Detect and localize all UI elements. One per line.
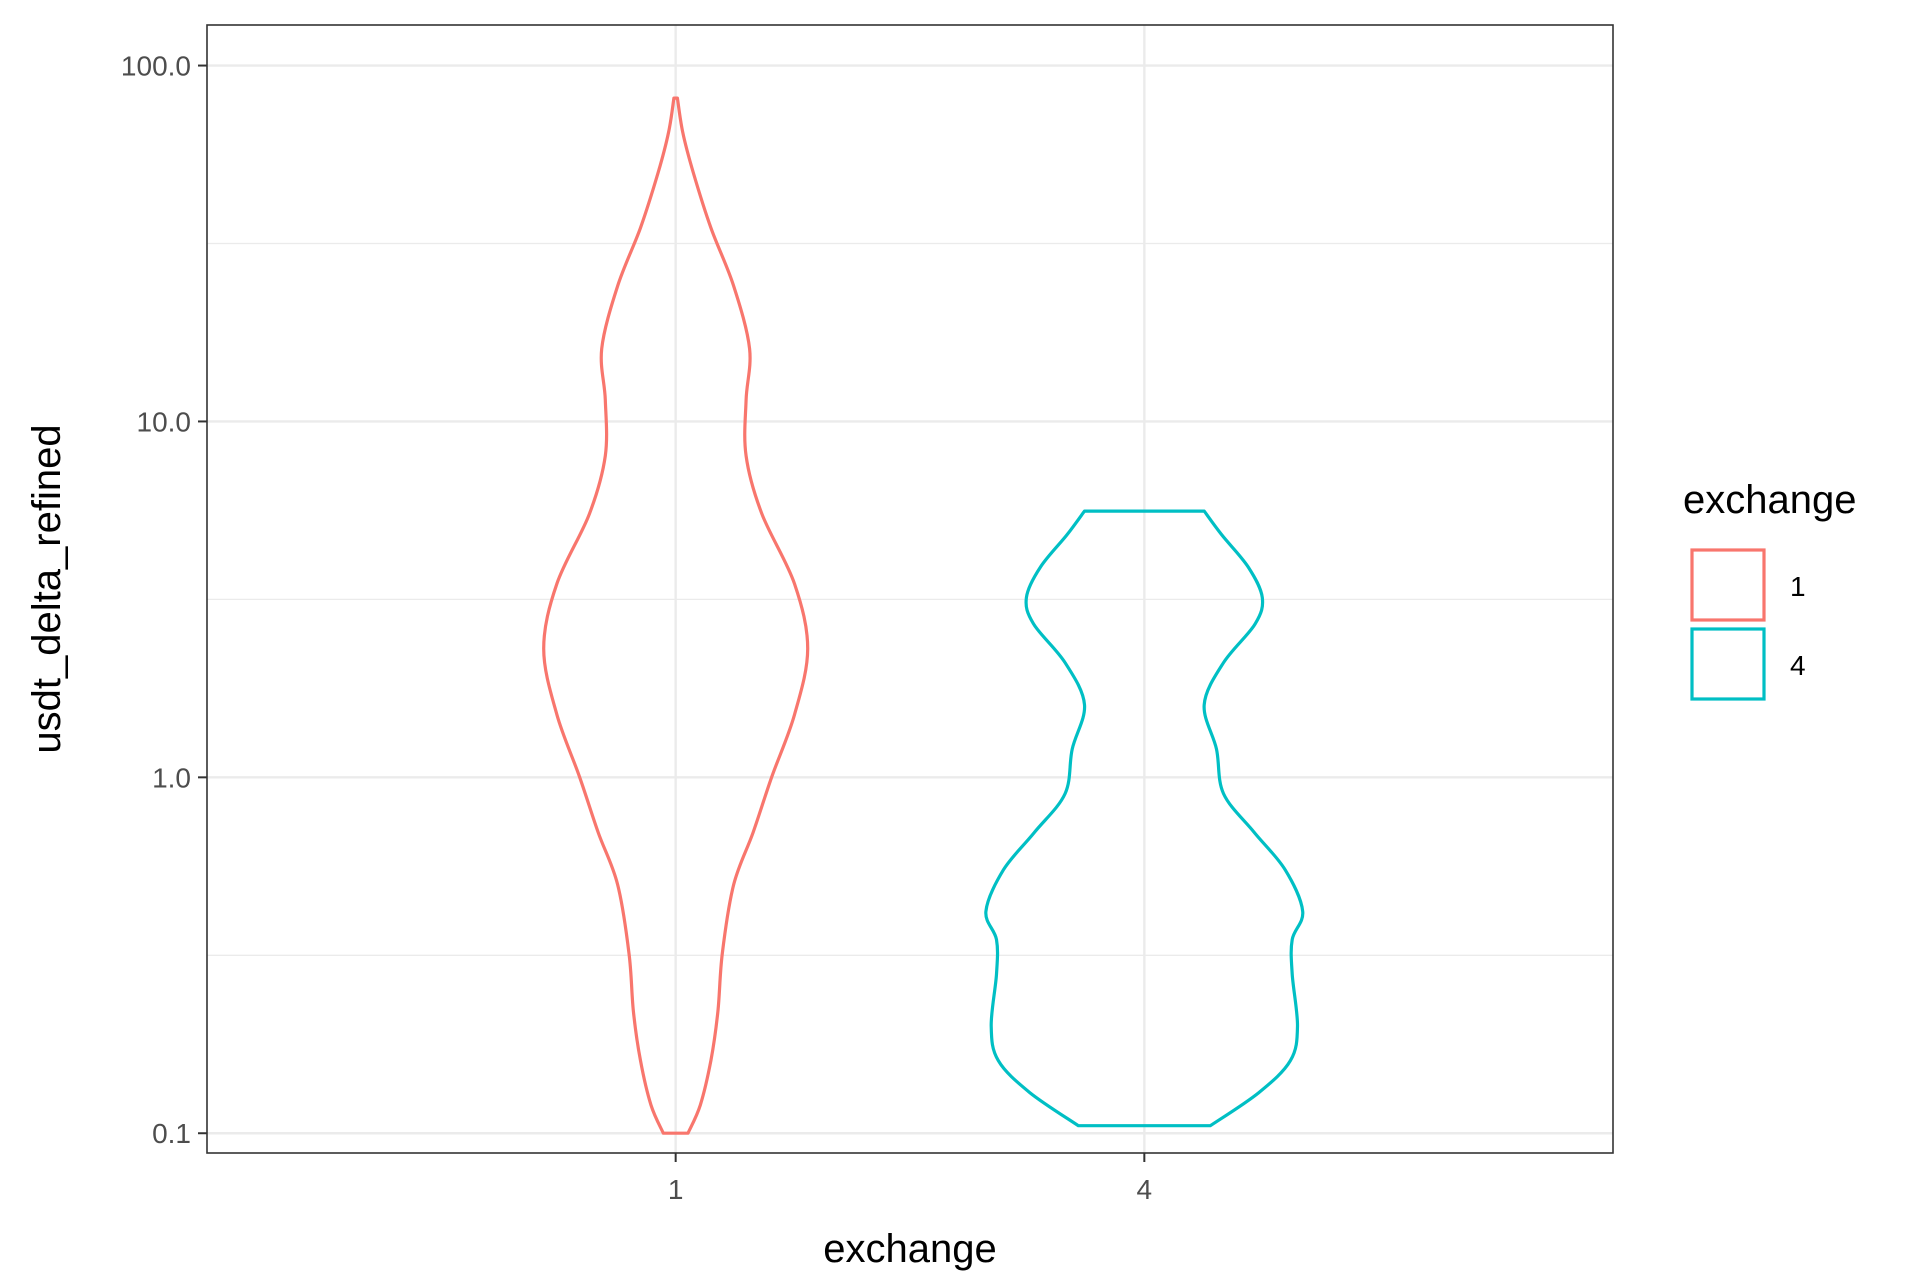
y-axis-ticks: 0.1 1.0 10.0 100.0 xyxy=(121,51,207,1149)
y-tick-label: 100.0 xyxy=(121,51,191,82)
legend-key-1 xyxy=(1690,548,1766,622)
violin-4 xyxy=(984,509,1305,1128)
violin-layer xyxy=(542,96,1305,1135)
legend-key-4 xyxy=(1690,627,1766,701)
x-axis-title: exchange xyxy=(823,1227,996,1271)
x-tick-label: 1 xyxy=(668,1174,684,1205)
violin-1 xyxy=(542,96,810,1135)
legend-label-1: 1 xyxy=(1790,571,1806,602)
major-gridlines xyxy=(207,25,1613,1153)
plot-panel-border xyxy=(206,24,1614,1154)
legend-title: exchange xyxy=(1683,478,1856,522)
y-tick-label: 0.1 xyxy=(152,1118,191,1149)
y-tick-label: 1.0 xyxy=(152,762,191,793)
legend: exchange 1 4 xyxy=(1683,478,1856,701)
x-tick-label: 4 xyxy=(1137,1174,1153,1205)
minor-gridlines xyxy=(207,242,1613,956)
y-tick-label: 10.0 xyxy=(137,406,192,437)
y-axis-title: usdt_delta_refined xyxy=(25,424,69,753)
legend-label-4: 4 xyxy=(1790,650,1806,681)
